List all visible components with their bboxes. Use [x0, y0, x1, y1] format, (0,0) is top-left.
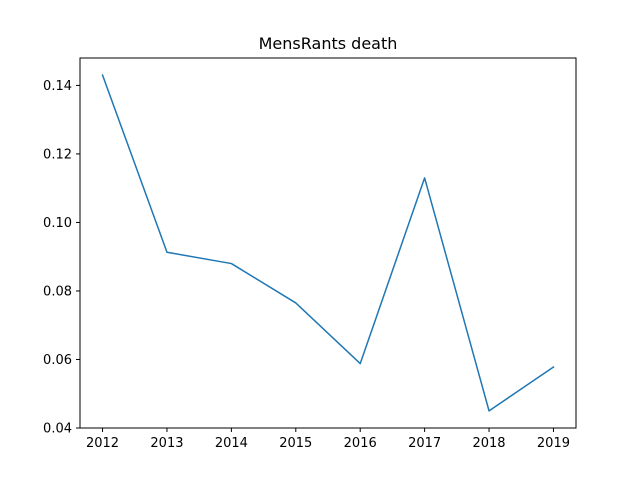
y-tick-label: 0.14 — [43, 79, 72, 94]
y-tick-label: 0.08 — [43, 284, 72, 299]
x-tick-label: 2018 — [472, 436, 505, 451]
series-line — [101, 74, 555, 412]
data-point — [295, 302, 297, 304]
y-tick-label: 0.06 — [43, 353, 72, 368]
x-tick-label: 2013 — [150, 436, 183, 451]
y-tick-label: 0.04 — [43, 422, 72, 437]
data-point — [230, 263, 232, 265]
data-point — [424, 177, 426, 179]
data-point — [102, 74, 104, 76]
x-tick-label: 2015 — [279, 436, 312, 451]
y-tick-label: 0.10 — [43, 216, 72, 231]
data-point — [488, 410, 490, 412]
series-layer — [101, 74, 555, 412]
x-tick-label: 2012 — [86, 436, 119, 451]
x-tick-label: 2014 — [215, 436, 248, 451]
data-point — [553, 366, 555, 368]
x-tick-label: 2019 — [537, 436, 570, 451]
data-point — [166, 251, 168, 253]
x-tick-label: 2017 — [408, 436, 441, 451]
x-tick-label: 2016 — [344, 436, 377, 451]
chart-title: MensRants death — [259, 34, 398, 53]
y-axis: 0.04 0.06 0.08 0.10 0.12 0.14 — [43, 79, 80, 437]
plot-frame — [79, 57, 577, 429]
x-axis: 2012 2013 2014 2015 2016 2017 2018 2019 — [86, 428, 570, 451]
y-tick-label: 0.12 — [43, 147, 72, 162]
data-point — [359, 363, 361, 365]
